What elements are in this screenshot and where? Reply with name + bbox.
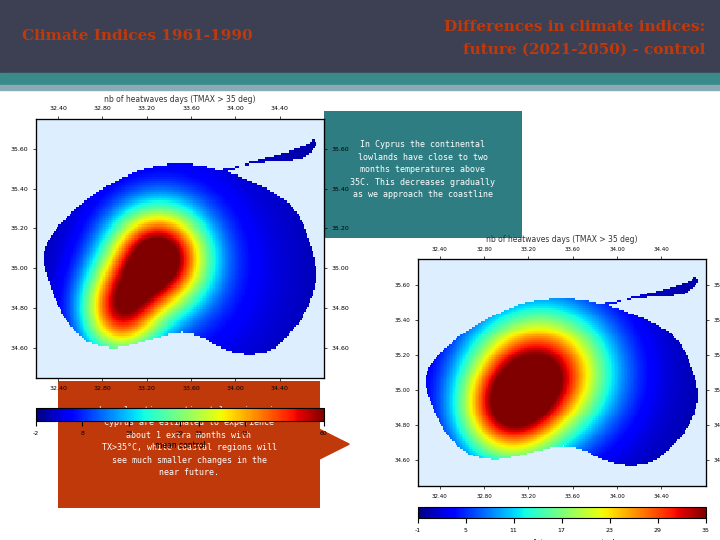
X-axis label: mean control: mean control	[155, 442, 205, 450]
Bar	[0, 85, 720, 90]
Text: Differences in climate indices:: Differences in climate indices:	[444, 20, 706, 33]
Bar	[0, 73, 720, 85]
Text: In Cyprus the continental
lowlands have close to two
months temperatures above
3: In Cyprus the continental lowlands have …	[351, 140, 495, 199]
Text: future (2021-2050) - control: future (2021-2050) - control	[463, 43, 706, 57]
Bar	[0, 0, 720, 73]
Title: nb of heatwaves days (TMAX > 35 deg): nb of heatwaves days (TMAX > 35 deg)	[104, 95, 256, 104]
Polygon shape	[317, 428, 349, 460]
FancyBboxPatch shape	[58, 381, 320, 508]
Title: nb of heatwaves days (TMAX > 35 deg): nb of heatwaves days (TMAX > 35 deg)	[486, 235, 637, 245]
Text: Low-elevation continental regions in
Cyprus are estimated to experience
about 1 : Low-elevation continental regions in Cyp…	[99, 406, 279, 477]
Text: Climate Indices 1961-1990: Climate Indices 1961-1990	[22, 30, 252, 43]
X-axis label: mean future - mean control: mean future - mean control	[509, 539, 614, 540]
Polygon shape	[297, 159, 328, 190]
FancyBboxPatch shape	[324, 111, 522, 238]
